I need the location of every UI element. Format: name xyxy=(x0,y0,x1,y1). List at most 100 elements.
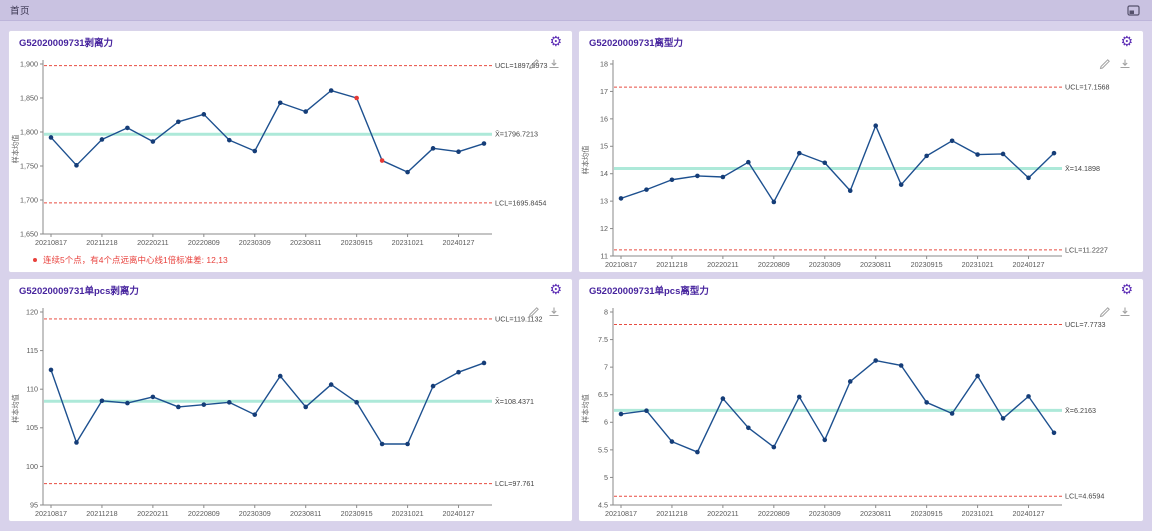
svg-text:17: 17 xyxy=(600,87,608,96)
svg-text:LCL=97.761: LCL=97.761 xyxy=(495,479,534,488)
svg-text:12: 12 xyxy=(600,224,608,233)
warning-note: 连续5个点，有4个点远离中心线1倍标准差: 12,13 xyxy=(9,250,572,270)
svg-text:20220211: 20220211 xyxy=(707,509,738,518)
svg-text:20240127: 20240127 xyxy=(1013,509,1045,518)
top-tab-bar: 首页 xyxy=(0,0,1152,21)
svg-text:20230915: 20230915 xyxy=(341,509,373,518)
download-icon[interactable] xyxy=(1119,57,1131,75)
download-icon[interactable] xyxy=(548,57,560,75)
svg-text:UCL=119.1132: UCL=119.1132 xyxy=(495,314,543,323)
svg-text:20230811: 20230811 xyxy=(290,509,321,518)
svg-text:20211218: 20211218 xyxy=(656,509,687,518)
gear-icon[interactable]: ⚙ xyxy=(1120,281,1133,298)
svg-text:18: 18 xyxy=(600,59,608,68)
svg-text:105: 105 xyxy=(26,423,38,432)
svg-text:UCL=17.1568: UCL=17.1568 xyxy=(1065,83,1110,92)
svg-text:20220809: 20220809 xyxy=(188,238,220,247)
pencil-icon[interactable] xyxy=(1099,305,1111,323)
gear-icon[interactable]: ⚙ xyxy=(1120,33,1133,50)
panel-title: G52020009731单pcs离型力 xyxy=(589,285,709,297)
svg-text:20240127: 20240127 xyxy=(1013,260,1045,269)
svg-text:样本均值: 样本均值 xyxy=(11,135,20,164)
svg-text:UCL=7.7733: UCL=7.7733 xyxy=(1065,320,1106,329)
svg-text:8: 8 xyxy=(604,307,608,316)
svg-text:20220211: 20220211 xyxy=(137,238,168,247)
panel-header: G52020009731离型力 ⚙ xyxy=(579,31,1143,52)
svg-text:X̄=14.1898: X̄=14.1898 xyxy=(1065,164,1100,173)
svg-text:样本均值: 样本均值 xyxy=(11,394,20,423)
svg-text:5.5: 5.5 xyxy=(598,445,608,454)
svg-text:1,750: 1,750 xyxy=(20,161,38,170)
svg-text:20231021: 20231021 xyxy=(392,509,424,518)
panel-pcs-peel-force: G52020009731单pcs剥离力 ⚙ 120 115 110 105 100 95 样… xyxy=(8,278,573,522)
svg-text:120: 120 xyxy=(26,307,38,316)
svg-text:20230915: 20230915 xyxy=(911,260,943,269)
svg-text:20220211: 20220211 xyxy=(707,260,738,269)
svg-text:13: 13 xyxy=(600,197,608,206)
svg-text:20211218: 20211218 xyxy=(656,260,687,269)
pencil-icon[interactable] xyxy=(1099,57,1111,75)
svg-text:20230309: 20230309 xyxy=(239,238,271,247)
panel-body: 18 17 16 15 14 13 12 11 样本均值 UCL=17.1568 LCL=11.22… xyxy=(579,52,1143,272)
svg-text:20220211: 20220211 xyxy=(137,509,168,518)
download-icon[interactable] xyxy=(548,305,560,323)
panel-header: G52020009731单pcs离型力 ⚙ xyxy=(579,279,1143,300)
svg-text:1,700: 1,700 xyxy=(20,195,38,204)
panel-body: 1,900 1,850 1,800 1,750 1,700 1,650 样本均值 UCL=18… xyxy=(9,52,572,272)
svg-text:样本均值: 样本均值 xyxy=(581,394,590,423)
svg-text:115: 115 xyxy=(27,346,38,355)
control-chart: 8 7.5 7 6.5 6 5.5 5 4.5 样本均值 UCL=7.7733 LCL=4.6594… xyxy=(581,307,1106,518)
alert-bullet-icon xyxy=(33,258,37,262)
svg-text:20220809: 20220809 xyxy=(758,509,790,518)
panel-title: G52020009731单pcs剥离力 xyxy=(19,285,139,297)
download-icon[interactable] xyxy=(1119,305,1131,323)
svg-text:20230811: 20230811 xyxy=(860,260,891,269)
svg-text:20210817: 20210817 xyxy=(605,509,637,518)
svg-text:4.5: 4.5 xyxy=(598,500,608,509)
svg-text:5: 5 xyxy=(604,473,608,482)
svg-text:7: 7 xyxy=(604,363,608,372)
svg-text:20230915: 20230915 xyxy=(911,509,943,518)
control-chart: 120 115 110 105 100 95 样本均值 UCL=119.1132 LCL=97.… xyxy=(11,307,543,518)
svg-text:14: 14 xyxy=(600,169,608,178)
svg-text:20211218: 20211218 xyxy=(86,509,117,518)
svg-text:1,900: 1,900 xyxy=(20,59,38,68)
svg-text:20230309: 20230309 xyxy=(809,509,841,518)
svg-text:20210817: 20210817 xyxy=(35,509,67,518)
svg-text:20230915: 20230915 xyxy=(341,238,373,247)
svg-text:110: 110 xyxy=(27,385,38,394)
gear-icon[interactable]: ⚙ xyxy=(549,33,562,50)
pencil-icon[interactable] xyxy=(528,57,540,75)
svg-text:7.5: 7.5 xyxy=(598,335,608,344)
svg-text:20211218: 20211218 xyxy=(86,238,117,247)
svg-text:20230309: 20230309 xyxy=(239,509,271,518)
panel-title: G52020009731剥离力 xyxy=(19,37,114,49)
panel-peel-force: G52020009731剥离力 ⚙ 1,900 1,850 1,800 1,750 1,… xyxy=(8,30,573,273)
panel-pcs-release-force: G52020009731单pcs离型力 ⚙ 8 7.5 7 6.5 6 5.5 5 4.5 样本… xyxy=(578,278,1144,522)
svg-text:20220809: 20220809 xyxy=(758,260,790,269)
panel-header: G52020009731剥离力 ⚙ xyxy=(9,31,572,52)
panel-release-force: G52020009731离型力 ⚙ 18 17 16 15 14 13 12 11 样本均值 UC… xyxy=(578,30,1144,273)
pencil-icon[interactable] xyxy=(528,305,540,323)
svg-text:1,800: 1,800 xyxy=(20,127,38,136)
control-chart: 1,900 1,850 1,800 1,750 1,700 1,650 样本均值 UCL=18… xyxy=(11,59,548,247)
svg-text:20210817: 20210817 xyxy=(35,238,67,247)
svg-text:11: 11 xyxy=(601,251,608,260)
svg-text:6: 6 xyxy=(604,418,608,427)
restore-window-icon[interactable] xyxy=(1127,4,1140,16)
gear-icon[interactable]: ⚙ xyxy=(549,281,562,298)
svg-text:LCL=11.2227: LCL=11.2227 xyxy=(1065,245,1108,254)
panel-body: 120 115 110 105 100 95 样本均值 UCL=119.1132 LCL=97.… xyxy=(9,300,572,521)
svg-text:6.5: 6.5 xyxy=(598,390,608,399)
tab-home[interactable]: 首页 xyxy=(10,6,31,17)
svg-text:20210817: 20210817 xyxy=(605,260,637,269)
panel-header: G52020009731单pcs剥离力 ⚙ xyxy=(9,279,572,300)
svg-text:16: 16 xyxy=(600,114,608,123)
svg-text:100: 100 xyxy=(26,462,38,471)
svg-text:20230811: 20230811 xyxy=(290,238,321,247)
svg-text:20230309: 20230309 xyxy=(809,260,841,269)
svg-text:20230811: 20230811 xyxy=(860,509,891,518)
svg-text:20231021: 20231021 xyxy=(962,260,994,269)
svg-text:20231021: 20231021 xyxy=(392,238,424,247)
svg-text:X̄=108.4371: X̄=108.4371 xyxy=(495,397,534,406)
